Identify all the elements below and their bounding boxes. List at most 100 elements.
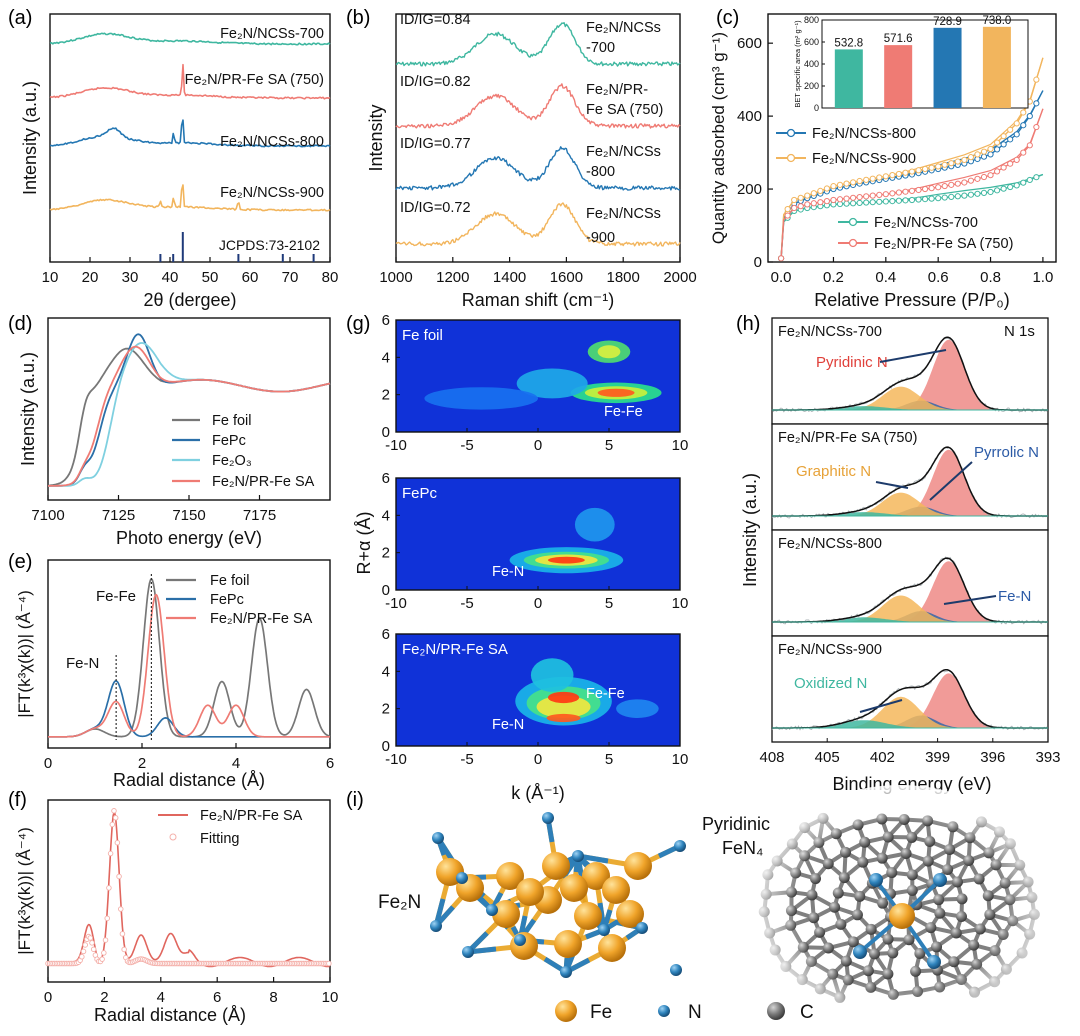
- isotherm-point: [902, 169, 909, 176]
- fit-point: [121, 946, 127, 953]
- isotherm-point: [987, 172, 994, 179]
- fit-point: [80, 948, 87, 955]
- n-atom: [462, 946, 474, 958]
- annotation-label: Pyridinic N: [816, 354, 888, 371]
- isotherm-point: [908, 168, 916, 175]
- xanes-series-line: [47, 345, 331, 487]
- isotherm-point: [1000, 141, 1007, 148]
- x-axis-label: Radial distance (Å): [113, 770, 265, 790]
- x-tick-label: 2000: [663, 269, 696, 286]
- structure-label: Pyridinic: [702, 814, 770, 834]
- panel-letter-i: (i): [346, 789, 364, 811]
- x-tick-label: 0.2: [823, 269, 844, 286]
- isotherm-point: [777, 255, 785, 262]
- isotherm-point: [1013, 120, 1020, 127]
- raman-ratio-label: ID/IG=0.72: [400, 200, 471, 216]
- x-tick-label: 0.6: [928, 269, 949, 286]
- xps-component-peak: [772, 617, 1048, 622]
- legend-atom-label: Fe: [590, 1002, 612, 1023]
- inset-bar: [884, 45, 913, 108]
- x-tick-label: 6: [326, 755, 334, 772]
- legend-marker: [169, 833, 177, 841]
- isotherm-point: [948, 160, 955, 167]
- annotation-label: Fe-N: [998, 588, 1031, 605]
- panel-b-raman: 1000 1200 1400 1600 1800 2000 Raman shift (cm⁻…: [366, 12, 697, 310]
- axes-frame: [47, 799, 331, 983]
- fe-atom: [560, 874, 588, 902]
- raman-ratio-label: ID/IG=0.84: [400, 12, 471, 28]
- fit-point: [90, 946, 97, 953]
- isotherm-point: [876, 174, 883, 181]
- y-axis-label: |FT(k³χ(k))| (Å⁻⁴): [15, 827, 34, 955]
- n-atom: [456, 872, 468, 884]
- heatmap-title: Fe₂N/PR-Fe SA: [402, 641, 508, 658]
- x-tick-label: 4: [232, 755, 240, 772]
- annotation-label: Oxidized N: [794, 675, 867, 692]
- xps-component-peak: [772, 406, 1048, 410]
- fit-point: [111, 808, 117, 814]
- isotherm-point: [882, 173, 889, 180]
- x-tick-label: 402: [870, 749, 895, 766]
- isotherm-point: [954, 193, 961, 200]
- n-atom: [572, 850, 584, 862]
- annotation-label: Fe-N: [66, 655, 99, 672]
- raman-series-label: -800: [586, 164, 615, 180]
- isotherm-point: [863, 193, 870, 200]
- isotherm-point: [1007, 183, 1014, 191]
- y-axis-label: |FT(k³χ(k))| (Å⁻⁴): [15, 590, 34, 718]
- raman-series-line: [395, 83, 681, 129]
- raman-ratio-label: ID/IG=0.82: [400, 74, 471, 90]
- legend-label: Fe₂N/PR-Fe SA: [200, 808, 303, 824]
- isotherm-point: [967, 154, 975, 161]
- x-tick-label: 5: [605, 751, 613, 768]
- isotherm-point: [993, 139, 1001, 146]
- n-atom: [432, 832, 444, 844]
- raman-series-label: Fe₂N/PR-: [586, 82, 648, 98]
- isotherm-point: [915, 186, 922, 194]
- isotherm-point: [876, 198, 883, 205]
- y-tick-label: 4: [382, 349, 390, 366]
- panel-c-isotherm: 0.0 0.2 0.4 0.6 0.8 1.0 0 200 400 600 Relative Pre…: [709, 13, 1057, 310]
- xanes-series-line: [47, 347, 331, 487]
- reference-label: JCPDS:73-2102: [219, 237, 320, 253]
- panel-letter-g: (g): [346, 313, 370, 335]
- isotherm-point: [1013, 182, 1020, 189]
- x-tick-label: 0: [534, 595, 542, 612]
- legend-marker: [786, 153, 796, 163]
- heatmap-feature-label: Fe-N: [492, 564, 524, 580]
- legend-label: Fe₂N/PR-Fe SA: [212, 474, 315, 490]
- axes-frame: [47, 559, 331, 749]
- fe-atom: [598, 934, 626, 962]
- fe-atom: [574, 902, 602, 930]
- isotherm-point: [987, 188, 994, 196]
- annotation-arrow: [859, 699, 903, 713]
- fit-point: [99, 956, 105, 962]
- fe2n-structure-image: [430, 812, 686, 978]
- y-tick-label: 600: [737, 35, 762, 52]
- x-tick-label: 393: [1035, 749, 1060, 766]
- panel-letter-h: (h): [736, 313, 760, 335]
- raman-ratio-label: ID/IG=0.77: [400, 136, 471, 152]
- x-tick-label: 2: [100, 989, 108, 1006]
- atom-legend: Fe N C: [555, 1000, 814, 1023]
- x-tick-label: 7100: [31, 507, 64, 524]
- isotherm-point: [849, 200, 857, 207]
- inset-bar-label: 728.9: [933, 16, 962, 28]
- isotherm-point: [993, 168, 1001, 175]
- x-tick-label: 1600: [550, 269, 583, 286]
- fe-atom: [554, 930, 582, 958]
- y-axis-label: Intensity (a.u.): [740, 473, 760, 587]
- heatmap-title: FePc: [402, 485, 438, 502]
- isotherm-point: [876, 191, 883, 198]
- x-tick-label: 8: [269, 989, 277, 1006]
- panel-g-wavelet: R+α (Å) k (Å⁻¹) 0 2 4 6 -10 -5 0 5 10 Fe foil Fe-Fe 0…: [354, 312, 688, 803]
- isotherm-point: [935, 163, 942, 170]
- xps-component-peak: [772, 512, 1048, 516]
- structure-panel: [430, 785, 1050, 1025]
- inset-bar-label: 738.0: [983, 15, 1012, 27]
- legend-atom-label: C: [800, 1002, 814, 1023]
- isotherm-point: [823, 185, 831, 192]
- isotherm-point: [849, 194, 857, 201]
- x-tick-label: 50: [202, 269, 219, 286]
